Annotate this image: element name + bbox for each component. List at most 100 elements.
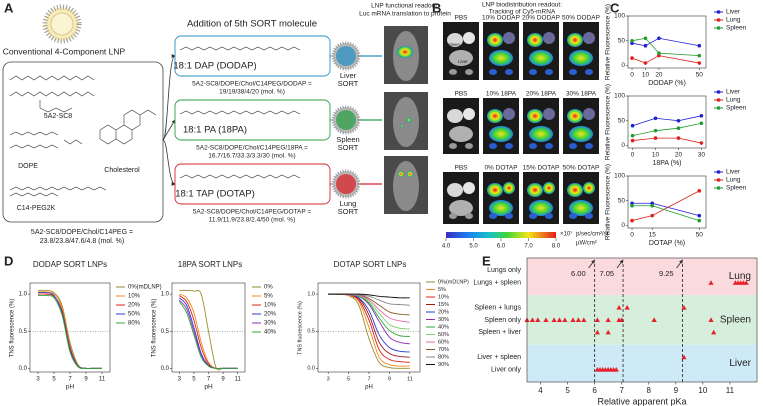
organ	[567, 183, 583, 197]
series-line	[632, 115, 702, 127]
y-axis-label: Relative Fluorescence (%)	[605, 164, 612, 240]
tile-label: 50% DOTAP	[563, 165, 600, 172]
organ	[569, 126, 593, 142]
organ	[585, 69, 593, 75]
organ	[465, 69, 473, 75]
legend-label: 5%	[438, 287, 446, 293]
molecule-label: C14-PEG2K	[17, 205, 56, 212]
data-point	[630, 201, 634, 206]
organ	[463, 108, 475, 120]
legend-marker	[716, 18, 721, 22]
x-axis-label: DODAP (%)	[648, 80, 686, 87]
tile-label: 20% 18PA	[526, 91, 557, 98]
base-formula: 5A2-SC8/DOPE/Chol/C14PEG =	[31, 229, 133, 236]
legend-label: Lung	[726, 17, 741, 24]
signal	[407, 171, 413, 177]
data-point	[697, 218, 702, 223]
data-point	[676, 118, 681, 123]
y-tick-label: 100	[614, 93, 625, 100]
data-point	[643, 61, 648, 65]
y-tick-label: 1.0	[19, 292, 28, 298]
legend-label: Lung	[726, 97, 741, 104]
data-point	[570, 317, 576, 322]
data-point	[575, 317, 582, 322]
tile-label: 0% DOTAP	[484, 165, 517, 172]
x-tick-label: 50	[696, 232, 704, 239]
mouse-body	[393, 97, 419, 147]
x-axis-label: 18PA (%)	[652, 160, 681, 167]
x-tick-label: 9	[388, 376, 391, 382]
x-tick-label: 3	[178, 377, 182, 383]
organ	[489, 50, 513, 66]
series-line	[631, 55, 700, 64]
data-point	[624, 305, 630, 310]
y-axis-label: TNS fluorescence (%)	[297, 301, 303, 355]
organ-image	[483, 172, 519, 224]
organ	[529, 213, 537, 219]
legend-label: 5%	[264, 294, 273, 300]
region-label: Liver	[729, 358, 751, 369]
y-tick-label: 50	[618, 37, 626, 44]
x-tick-label: 0	[630, 232, 634, 239]
series-line	[632, 202, 700, 217]
data-point	[594, 317, 600, 322]
data-point	[562, 317, 568, 322]
data-point	[630, 203, 634, 208]
data-point	[643, 43, 648, 48]
legend-label: 80%	[128, 321, 141, 327]
x-tick-label: 0	[630, 72, 634, 79]
sort-target: Liver	[340, 71, 357, 80]
colorbar-tick-label: 4.0	[442, 244, 451, 250]
x-tick-label: 5	[52, 377, 56, 383]
colorbar-scale: ×10⁷	[560, 231, 572, 238]
panel-label: C	[610, 0, 620, 15]
data-point	[657, 51, 661, 55]
threshold-arrow	[588, 259, 596, 269]
series-line	[632, 137, 702, 144]
legend-label: 70%	[438, 347, 449, 353]
colorbar-unit2: µW/cm²	[576, 241, 597, 247]
legend-label: 20%	[264, 312, 277, 318]
data-point	[630, 38, 634, 43]
series-line	[631, 37, 700, 57]
tile-label: PBS	[454, 91, 468, 98]
arrow	[162, 139, 176, 186]
x-tick-label: 5	[192, 377, 196, 383]
sort-name: 18:1 DAP (DODAP)	[173, 61, 256, 72]
tile-label: 30% 18PA	[566, 91, 597, 98]
legend-label: 15%	[438, 302, 449, 308]
organ-image	[523, 172, 559, 224]
data-point	[613, 367, 619, 372]
legend-label: 90%	[438, 362, 449, 368]
organ	[487, 33, 503, 47]
organ	[527, 183, 543, 197]
y-tick-label: 0.5	[307, 329, 315, 335]
data-point	[681, 354, 687, 360]
data-point	[551, 317, 557, 322]
organ	[465, 143, 473, 149]
series-line	[37, 294, 102, 369]
molecule-label: Cholesterol	[104, 167, 140, 174]
legend-label: 10%	[264, 303, 277, 309]
organ	[463, 32, 475, 44]
tile-label: 20% DODAP	[522, 15, 560, 22]
y-tick-label: 50	[618, 117, 626, 124]
lnp-title: Conventional 4-Component LNP	[3, 46, 126, 56]
organ-label: Spleen	[446, 42, 461, 47]
y-tick-label: 0	[621, 62, 625, 69]
legend-label: Lung	[726, 177, 741, 184]
organ	[567, 33, 583, 47]
organ	[527, 33, 543, 47]
legend-label: Spleen	[726, 105, 747, 112]
sort-formula: 5A2-SC8/DOPE/Chol/C14PEG/18PA =	[196, 145, 308, 152]
row-label: Liver only	[491, 366, 521, 373]
region-band	[527, 258, 757, 296]
threshold-label: 7.05	[599, 269, 614, 278]
plot-frame	[627, 175, 707, 229]
data-point	[697, 213, 702, 218]
tile-label: 50% DODAP	[562, 15, 600, 22]
organ	[505, 143, 513, 149]
tile-label: 15% DOTAP	[523, 165, 560, 172]
x-tick-label: 11	[407, 376, 413, 382]
data-point	[699, 121, 704, 126]
